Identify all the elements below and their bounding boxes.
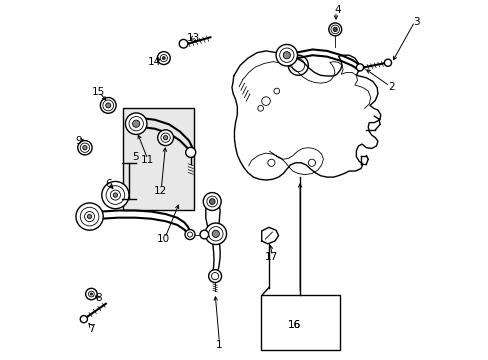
Circle shape <box>102 181 129 209</box>
Circle shape <box>78 140 92 155</box>
Circle shape <box>330 25 339 34</box>
Circle shape <box>208 270 221 283</box>
Bar <box>260 295 339 350</box>
Circle shape <box>106 186 124 204</box>
Circle shape <box>203 193 221 211</box>
Circle shape <box>332 27 337 32</box>
Circle shape <box>82 145 87 150</box>
Circle shape <box>291 59 304 72</box>
Circle shape <box>80 316 87 323</box>
Text: 10: 10 <box>157 234 170 244</box>
Circle shape <box>261 97 270 105</box>
Circle shape <box>204 223 226 244</box>
Circle shape <box>76 203 103 230</box>
Circle shape <box>179 40 187 48</box>
Circle shape <box>132 120 140 127</box>
Circle shape <box>158 130 173 145</box>
Text: 11: 11 <box>140 155 153 165</box>
Circle shape <box>129 117 143 131</box>
Circle shape <box>276 44 297 66</box>
Text: 3: 3 <box>412 17 419 27</box>
Text: 2: 2 <box>387 82 394 92</box>
Text: 4: 4 <box>334 5 340 15</box>
Circle shape <box>211 273 218 280</box>
Circle shape <box>110 190 120 200</box>
Text: 13: 13 <box>186 33 200 43</box>
Circle shape <box>185 147 195 157</box>
Text: 16: 16 <box>287 320 300 330</box>
Text: 16: 16 <box>287 320 300 330</box>
Circle shape <box>162 57 165 59</box>
Text: 9: 9 <box>75 136 82 145</box>
Circle shape <box>209 199 215 204</box>
Circle shape <box>160 54 167 62</box>
Circle shape <box>87 215 92 219</box>
Circle shape <box>212 230 219 237</box>
Circle shape <box>308 159 315 166</box>
Circle shape <box>100 98 116 113</box>
Circle shape <box>163 135 167 140</box>
Circle shape <box>125 113 147 134</box>
Circle shape <box>90 293 92 295</box>
Circle shape <box>157 51 170 64</box>
Circle shape <box>105 103 110 108</box>
Text: 15: 15 <box>92 87 105 97</box>
Text: 14: 14 <box>147 57 161 67</box>
Circle shape <box>208 226 223 241</box>
Circle shape <box>200 230 208 239</box>
Circle shape <box>113 193 117 197</box>
Circle shape <box>102 100 113 111</box>
Circle shape <box>257 105 263 111</box>
Circle shape <box>84 212 94 222</box>
Circle shape <box>85 288 97 300</box>
Text: 1: 1 <box>216 340 222 350</box>
Circle shape <box>267 159 274 166</box>
Circle shape <box>356 64 363 71</box>
Text: 12: 12 <box>153 186 166 196</box>
Text: 5: 5 <box>132 152 138 162</box>
Circle shape <box>287 55 308 75</box>
Circle shape <box>187 232 192 237</box>
Circle shape <box>384 59 391 66</box>
Circle shape <box>184 229 195 239</box>
Circle shape <box>279 48 293 62</box>
Text: 6: 6 <box>105 179 111 189</box>
Circle shape <box>273 88 279 94</box>
Circle shape <box>283 51 290 59</box>
Circle shape <box>328 23 341 36</box>
Circle shape <box>206 196 217 207</box>
Circle shape <box>161 133 170 142</box>
Text: 17: 17 <box>264 252 278 262</box>
Circle shape <box>88 291 94 297</box>
Text: 8: 8 <box>95 293 102 303</box>
Bar <box>122 108 194 211</box>
Circle shape <box>80 143 89 152</box>
Circle shape <box>80 207 99 226</box>
Text: 7: 7 <box>87 324 94 334</box>
